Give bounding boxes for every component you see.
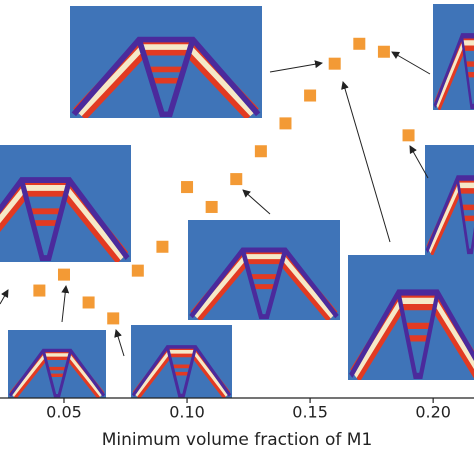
x-tick-label: 0.15 <box>292 403 328 422</box>
point <box>205 200 218 213</box>
x-tick-label: 0.20 <box>415 403 451 422</box>
x-tick-label: 0.10 <box>169 403 205 422</box>
point <box>82 296 95 309</box>
arrows <box>0 51 431 357</box>
point <box>304 89 317 102</box>
point <box>279 117 292 130</box>
point <box>254 145 267 158</box>
point <box>33 284 46 297</box>
x-axis-label: Minimum volume fraction of M1 <box>102 430 373 450</box>
insets <box>0 4 474 398</box>
point <box>328 57 341 70</box>
point <box>230 173 243 186</box>
point <box>131 264 144 277</box>
point <box>57 268 70 281</box>
point <box>377 45 390 58</box>
point <box>353 37 366 50</box>
point <box>156 240 169 253</box>
point <box>402 129 415 142</box>
point <box>181 181 194 194</box>
point <box>107 312 120 325</box>
x-tick-label: 0.05 <box>46 403 82 422</box>
